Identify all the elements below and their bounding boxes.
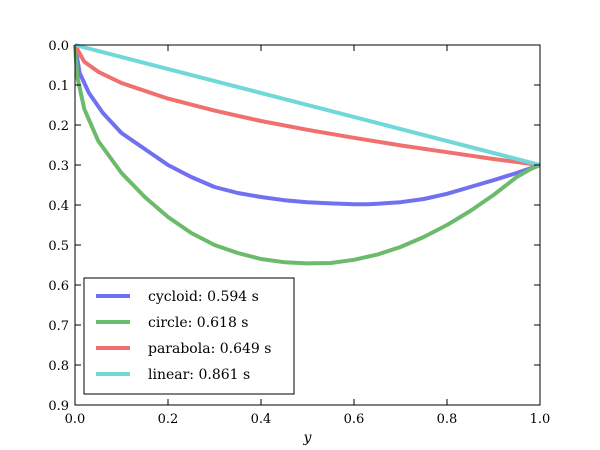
plot-frame	[74, 44, 541, 406]
y-tick-label: 0.3	[48, 159, 69, 174]
series-line-3	[74, 43, 541, 167]
series-line-1	[73, 44, 541, 266]
legend-label-1: circle: 0.618 s	[148, 315, 249, 331]
tick-layer: 0.0 0.2 0.4 0.6 0.8 1.0 0.0 0.1 0.2 0.3 0.4 0.5 0.6 0…	[48, 39, 550, 427]
y-tick-label: 0.7	[48, 319, 69, 334]
series-line-2	[73, 44, 541, 167]
x-tick-label: 0.8	[437, 412, 458, 427]
legend-label-3: linear: 0.861 s	[148, 367, 250, 383]
legend-label-2: parabola: 0.649 s	[148, 341, 271, 357]
y-tick-label: 0.9	[48, 399, 69, 414]
y-tick-label: 0.5	[48, 239, 69, 254]
legend-label-0: cycloid: 0.594 s	[148, 289, 259, 305]
legend: cycloid: 0.594 s circle: 0.618 s parabola:…	[83, 277, 295, 395]
x-axis-label: y	[303, 430, 313, 446]
y-tick-label: 0.2	[48, 119, 69, 134]
x-tick-label: 0.2	[158, 412, 179, 427]
y-tick-label: 0.0	[48, 39, 69, 54]
x-tick-label: 0.4	[251, 412, 272, 427]
y-tick-label: 0.1	[48, 79, 69, 94]
series-line-0	[73, 44, 541, 207]
series-layer	[73, 43, 541, 266]
y-tick-label: 0.8	[48, 359, 69, 374]
x-tick-label: 1.0	[530, 412, 551, 427]
y-tick-label: 0.4	[48, 199, 69, 214]
x-tick-label: 0.0	[65, 412, 86, 427]
y-tick-label: 0.6	[48, 279, 69, 294]
x-tick-label: 0.6	[344, 412, 365, 427]
